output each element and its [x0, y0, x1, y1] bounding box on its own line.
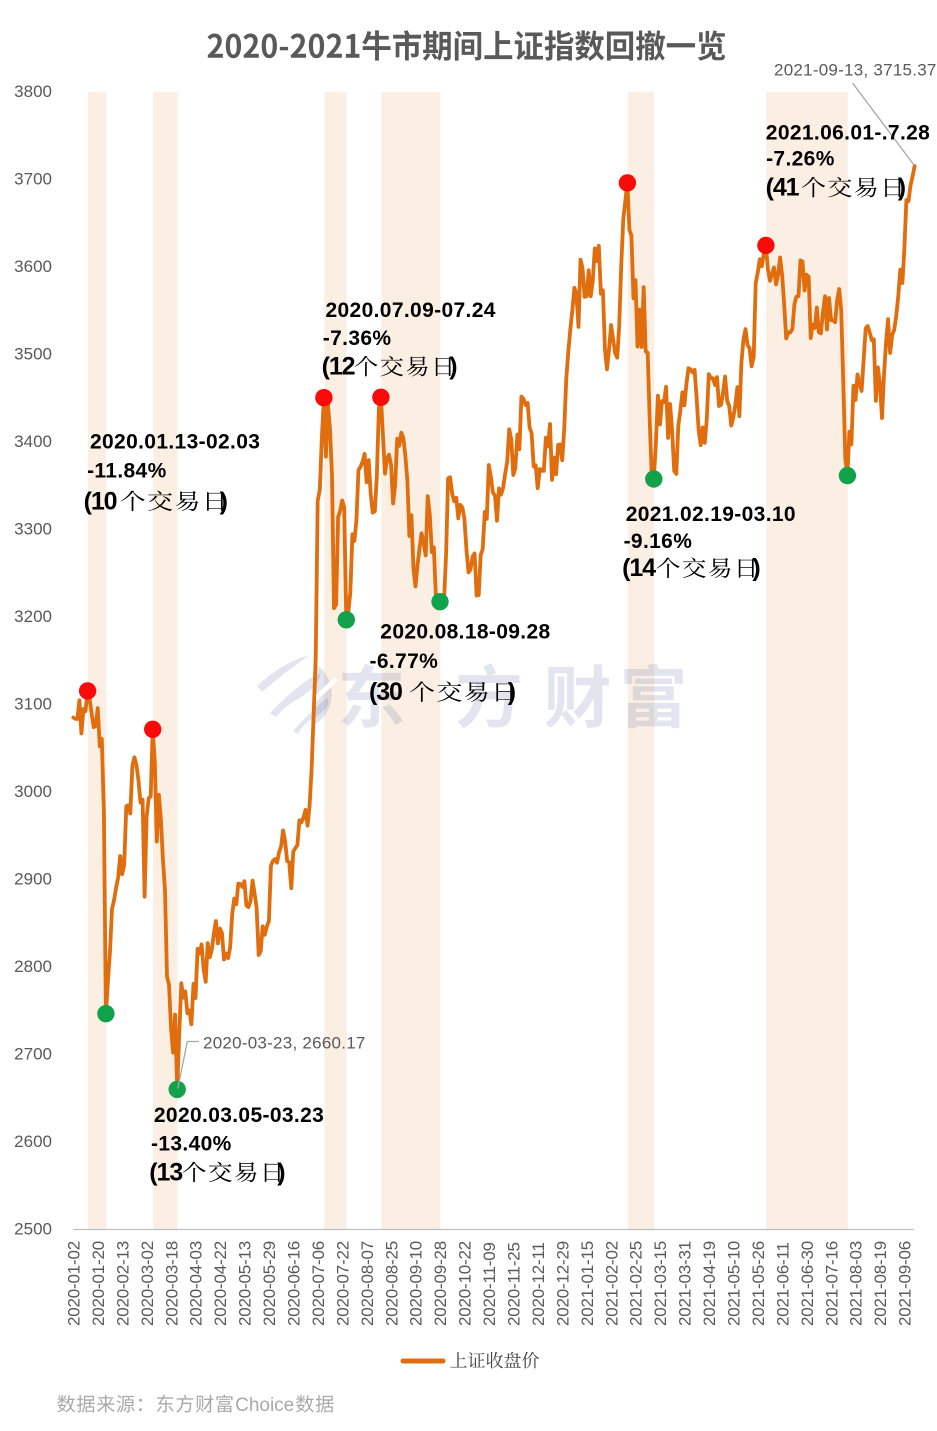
svg-text:3800: 3800: [14, 82, 52, 101]
svg-text:2020-03-02: 2020-03-02: [138, 1241, 157, 1326]
svg-text:2021-05-10: 2021-05-10: [725, 1241, 744, 1326]
svg-text:): ): [449, 353, 457, 381]
svg-text:2021-03-15: 2021-03-15: [651, 1241, 670, 1326]
svg-text:2021-05-26: 2021-05-26: [749, 1241, 768, 1326]
svg-text:2020-10-22: 2020-10-22: [456, 1241, 475, 1326]
svg-text:2021-02-02: 2021-02-02: [602, 1241, 621, 1326]
svg-text:Choice: Choice: [235, 1395, 294, 1416]
svg-text:-6.77%: -6.77%: [370, 650, 439, 673]
svg-text:): ): [220, 487, 228, 515]
svg-text:3300: 3300: [14, 519, 52, 538]
svg-text:2020.01.13-02.03: 2020.01.13-02.03: [90, 431, 260, 454]
svg-text:2021-08-19: 2021-08-19: [871, 1241, 890, 1326]
svg-text:2020.07.09-07.24: 2020.07.09-07.24: [326, 299, 496, 322]
svg-text:(10: (10: [84, 487, 117, 515]
svg-text:2021.06.01-.7.28: 2021.06.01-.7.28: [766, 121, 930, 144]
svg-text:2020.08.18-09.28: 2020.08.18-09.28: [380, 621, 550, 644]
svg-text:2020-03-18: 2020-03-18: [162, 1241, 181, 1326]
svg-text:(30: (30: [369, 678, 402, 706]
svg-text:2020-05-13: 2020-05-13: [236, 1241, 255, 1326]
svg-text:2021-03-31: 2021-03-31: [676, 1241, 695, 1326]
svg-text:): ): [508, 678, 516, 706]
svg-text:2021-09-06: 2021-09-06: [896, 1241, 915, 1326]
svg-text:): ): [898, 174, 906, 202]
svg-text:3600: 3600: [14, 257, 52, 276]
svg-text:3500: 3500: [14, 344, 52, 363]
svg-text:2021-02-25: 2021-02-25: [627, 1241, 646, 1326]
svg-text:2020-08-07: 2020-08-07: [358, 1241, 377, 1326]
svg-text:2700: 2700: [14, 1044, 52, 1063]
svg-text:2020-07-06: 2020-07-06: [309, 1241, 328, 1326]
svg-text:2020-08-25: 2020-08-25: [382, 1241, 401, 1326]
svg-text:2021-06-30: 2021-06-30: [798, 1241, 817, 1326]
svg-text:3000: 3000: [14, 782, 52, 801]
svg-text:2020-12-11: 2020-12-11: [529, 1242, 548, 1326]
svg-text:-7.36%: -7.36%: [323, 327, 392, 350]
svg-text:2020-11-25: 2020-11-25: [505, 1242, 524, 1326]
svg-text:2021-08-03: 2021-08-03: [847, 1241, 866, 1326]
svg-text:2020-05-29: 2020-05-29: [260, 1241, 279, 1326]
svg-text:3400: 3400: [14, 432, 52, 451]
svg-text:2020-01-20: 2020-01-20: [89, 1241, 108, 1326]
svg-text:2020-09-10: 2020-09-10: [407, 1241, 426, 1326]
svg-text:2020-04-22: 2020-04-22: [211, 1241, 230, 1326]
svg-text:2800: 2800: [14, 957, 52, 976]
svg-text:2020.03.05-03.23: 2020.03.05-03.23: [154, 1104, 324, 1127]
svg-text:): ): [752, 554, 760, 582]
svg-text:2020-11-09: 2020-11-09: [480, 1242, 499, 1326]
svg-text:): ): [277, 1158, 285, 1186]
svg-text:2020-04-03: 2020-04-03: [187, 1241, 206, 1326]
svg-text:-9.16%: -9.16%: [624, 530, 693, 553]
svg-text:-7.26%: -7.26%: [766, 147, 835, 170]
svg-text:2021-07-16: 2021-07-16: [822, 1241, 841, 1326]
svg-text:2900: 2900: [14, 869, 52, 888]
svg-text:2020-03-23, 2660.17: 2020-03-23, 2660.17: [203, 1034, 366, 1053]
svg-text:2021-04-19: 2021-04-19: [700, 1241, 719, 1326]
svg-text:-11.84%: -11.84%: [87, 459, 167, 482]
svg-text:(41: (41: [766, 174, 800, 202]
svg-text:2500: 2500: [14, 1219, 52, 1238]
svg-text:2020-07-22: 2020-07-22: [333, 1241, 352, 1326]
svg-text:2020-09-28: 2020-09-28: [431, 1241, 450, 1326]
svg-text:(13: (13: [149, 1158, 182, 1186]
svg-text:3700: 3700: [14, 169, 52, 188]
svg-text:2021.02.19-03.10: 2021.02.19-03.10: [626, 503, 796, 526]
svg-text:2020-01-02: 2020-01-02: [65, 1241, 84, 1326]
svg-text:2020-06-16: 2020-06-16: [285, 1241, 304, 1326]
svg-text:2020-12-29: 2020-12-29: [553, 1241, 572, 1326]
svg-text:3200: 3200: [14, 607, 52, 626]
svg-text:2021-09-13, 3715.37: 2021-09-13, 3715.37: [774, 61, 937, 80]
svg-text:2021-01-15: 2021-01-15: [578, 1241, 597, 1326]
svg-text:2020-02-13: 2020-02-13: [113, 1241, 132, 1326]
svg-text:3100: 3100: [14, 694, 52, 713]
svg-text:-13.40%: -13.40%: [151, 1132, 232, 1155]
svg-text:2600: 2600: [14, 1132, 52, 1151]
svg-text:2021-06-11: 2021-06-11: [773, 1242, 792, 1326]
svg-text:(14: (14: [622, 554, 656, 582]
svg-text:(12: (12: [322, 353, 355, 381]
